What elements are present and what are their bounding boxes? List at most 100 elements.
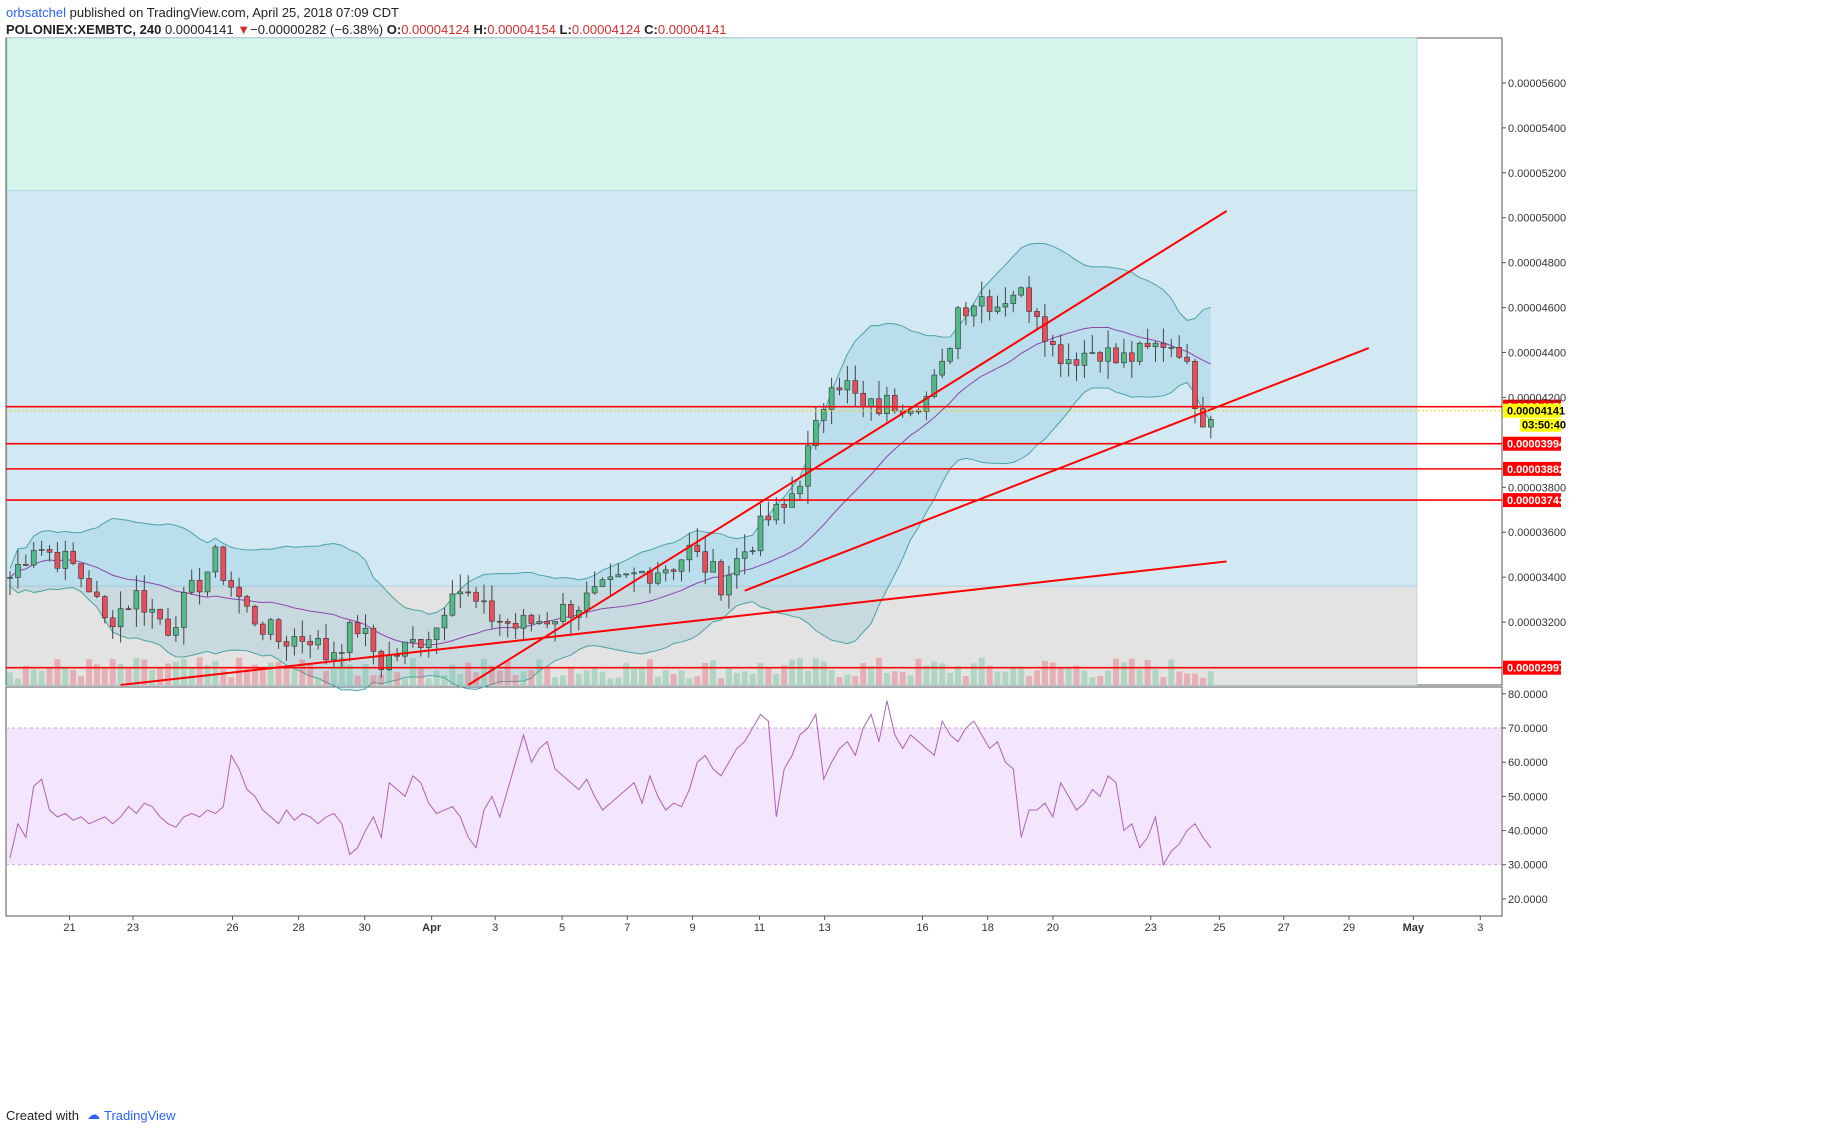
volume-bar xyxy=(994,671,1001,685)
candle-body xyxy=(536,621,543,624)
volume-bar xyxy=(346,664,353,685)
rsi-tick-label: 50.0000 xyxy=(1508,791,1548,803)
volume-bar xyxy=(70,669,77,685)
time-tick-label: 7 xyxy=(624,922,630,934)
candle-body xyxy=(196,579,203,593)
bollinger-lower-line xyxy=(9,381,1212,692)
volume-bar xyxy=(54,659,61,685)
candle-body xyxy=(820,409,827,421)
volume-bar xyxy=(725,667,732,685)
volume-bar xyxy=(38,670,45,685)
volume-bar xyxy=(220,669,227,685)
volume-bar xyxy=(30,669,37,685)
candle-body xyxy=(836,387,843,391)
volume-bar xyxy=(733,672,740,685)
candle-body xyxy=(1168,347,1175,349)
volume-bar xyxy=(1120,662,1127,685)
candle-body xyxy=(473,592,479,602)
volume-bar xyxy=(860,663,867,685)
candle-body xyxy=(1057,344,1064,364)
candle-body xyxy=(868,398,874,407)
candle-body xyxy=(860,392,867,407)
candle-body xyxy=(568,604,574,618)
volume-bar xyxy=(1002,671,1009,685)
volume-bar xyxy=(567,668,574,685)
candle-body xyxy=(639,570,645,574)
candle-body xyxy=(947,348,953,362)
candle-body xyxy=(346,622,353,653)
volume-bar xyxy=(836,677,843,685)
time-tick-label: 26 xyxy=(226,922,238,934)
candle-body xyxy=(552,621,558,625)
candle-body xyxy=(520,614,527,629)
candle-body xyxy=(884,394,890,415)
volume-bar xyxy=(291,669,298,685)
volume-bar xyxy=(1128,658,1135,685)
volume-bar xyxy=(1065,667,1072,685)
volume-bar xyxy=(133,657,140,685)
trendline-0 xyxy=(120,560,1227,686)
volume-bar xyxy=(868,666,875,685)
volume-bar xyxy=(591,667,598,685)
volume-bar xyxy=(623,662,630,685)
rsi-band xyxy=(7,728,1501,865)
volume-bar xyxy=(1057,667,1064,685)
candle-body xyxy=(1136,342,1143,362)
candle-body xyxy=(1176,347,1182,358)
volume-bar xyxy=(1081,670,1088,685)
candle-body xyxy=(315,638,321,646)
candle-body xyxy=(1184,356,1190,362)
time-tick-label: 13 xyxy=(819,922,831,934)
volume-bar xyxy=(1168,659,1175,685)
tradingview-brand[interactable]: TradingView xyxy=(103,1107,176,1123)
level-tag-label-2: 0.00003882 xyxy=(1507,464,1565,476)
tradingview-logo-icon[interactable]: ☁ xyxy=(86,1107,100,1122)
candle-body xyxy=(7,577,13,579)
candle-body xyxy=(1026,287,1032,312)
change-value: −0.00000282 (−6.38%) xyxy=(250,22,384,37)
volume-bar xyxy=(639,666,645,685)
author-link[interactable]: orbsatchel xyxy=(6,5,66,20)
candle-body xyxy=(157,608,163,620)
candle-body xyxy=(323,638,329,661)
rsi-line xyxy=(9,700,1212,867)
volume-bar xyxy=(607,678,614,685)
volume-bar xyxy=(149,669,156,685)
volume-bar xyxy=(970,663,977,685)
time-tick-label: 29 xyxy=(1343,922,1355,934)
candle-body xyxy=(828,387,835,410)
time-tick-label: 20 xyxy=(1047,922,1059,934)
candle-body xyxy=(54,551,61,569)
volume-bar xyxy=(259,670,266,685)
candle-body xyxy=(678,559,685,572)
price-tick-label: 0.00004200 xyxy=(1508,392,1566,404)
volume-bar xyxy=(93,664,100,685)
time-tick-label: 28 xyxy=(293,922,305,934)
volume-bar xyxy=(283,667,290,685)
low-value: 0.00004124 xyxy=(571,22,641,37)
volume-bar xyxy=(1034,670,1040,685)
candle-body xyxy=(583,592,590,611)
volume-bar xyxy=(1105,670,1112,685)
volume-bar xyxy=(757,662,764,685)
candle-body xyxy=(78,563,84,579)
candle-body xyxy=(812,420,819,447)
price-tick-label: 0.00003200 xyxy=(1508,617,1566,629)
volume-bar xyxy=(883,672,890,685)
candle-body xyxy=(1097,352,1103,362)
volume-bar xyxy=(172,661,179,685)
price-tick-label: 0.00004600 xyxy=(1508,303,1566,315)
time-tick-label: 23 xyxy=(127,922,139,934)
candle-body xyxy=(94,591,100,597)
candle-body xyxy=(370,627,377,652)
candle-body xyxy=(931,374,938,397)
volume-bar xyxy=(188,667,195,685)
candle-body xyxy=(1200,408,1206,428)
chart-canvas[interactable]: 0.000041590.000039940.000038820.00003743… xyxy=(0,0,1842,1100)
candle-body xyxy=(1010,294,1017,304)
candle-body xyxy=(741,551,748,559)
time-tick-label: 23 xyxy=(1145,922,1157,934)
level-tag-label-1: 0.00003994 xyxy=(1507,439,1566,451)
candle-body xyxy=(805,445,811,487)
candle-body xyxy=(291,636,298,647)
